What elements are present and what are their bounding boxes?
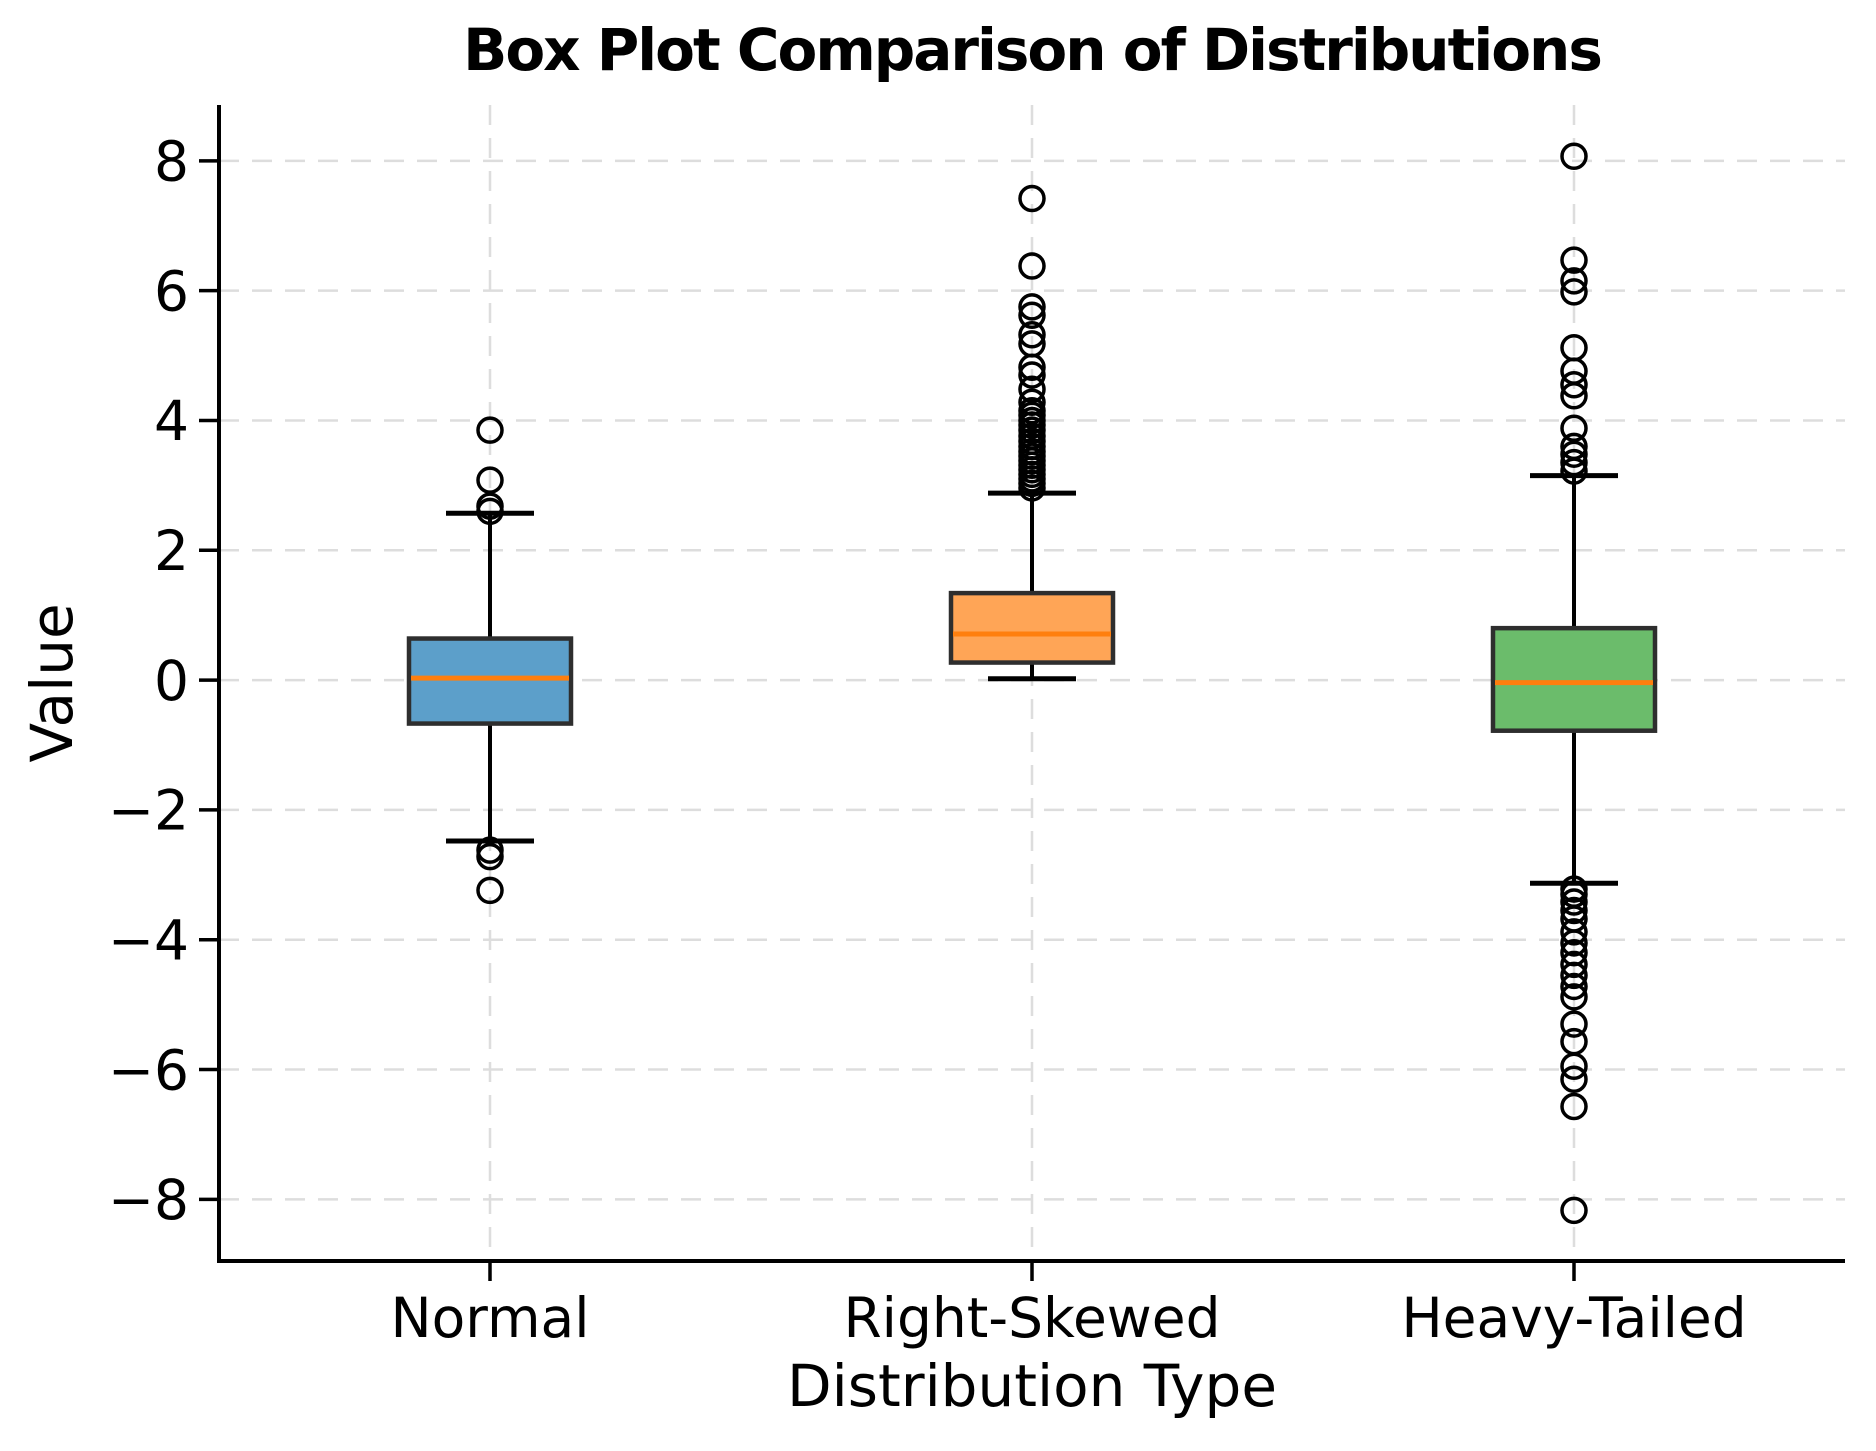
y-tick-label: −8 [108,1168,189,1232]
outlier-marker [476,876,504,905]
y-tick-label: 2 [154,519,189,583]
outlier-marker [1560,1092,1588,1121]
outlier-marker [1560,918,1588,946]
outlier-marker [1560,246,1588,274]
x-axis-label: Distribution Type [786,1352,1278,1420]
outlier-marker [1560,457,1588,485]
y-tick-label: −2 [108,779,189,843]
outlier-marker [1560,950,1588,979]
outlier-marker [1018,293,1046,321]
y-tick-label: 4 [154,389,189,453]
outlier-marker [1560,382,1588,410]
outlier-marker [1018,474,1046,502]
outlier-marker [1560,448,1588,477]
outlier-marker [476,466,504,494]
outlier-marker [1560,1196,1588,1225]
x-tick-label: Heavy-Tailed [1401,1286,1746,1350]
outlier-marker [1018,301,1046,330]
y-tick-label: 0 [154,649,189,713]
outlier-marker [1560,1052,1588,1081]
x-tick-label: Right-Skewed [843,1286,1220,1350]
y-tick-label: −4 [108,909,189,973]
outlier-marker [1018,353,1046,381]
outlier-marker [1018,321,1046,349]
outlier-marker [1018,361,1046,389]
outlier-marker [1560,1010,1588,1038]
outlier-marker [1560,278,1588,306]
outlier-marker [1560,267,1588,295]
outlier-marker [1560,414,1588,442]
box-normal [406,636,574,726]
y-tick-label: 6 [154,259,189,323]
outlier-marker [1560,1065,1588,1094]
outlier-marker [476,497,504,526]
outlier-marker [476,842,504,871]
outlier-marker [1560,440,1588,468]
box-heavy-tailed [1490,625,1658,733]
outlier-marker [1560,888,1588,916]
outlier-marker [1560,142,1588,171]
y-tick-label: −6 [108,1038,189,1102]
outlier-marker [1560,983,1588,1011]
x-tick-label: Normal [391,1286,590,1350]
outlier-marker [1560,972,1588,1001]
outlier-marker [1560,961,1588,990]
outlier-marker [1018,375,1046,404]
outlier-marker [1560,896,1588,925]
outlier-marker [1018,184,1046,213]
outlier-marker [1560,929,1588,957]
outlier-marker [1560,371,1588,399]
y-tick-label: 8 [154,130,189,194]
chart-title: Box Plot Comparison of Distributions [463,16,1603,84]
box-right-skewed [948,590,1116,665]
outlier-marker [476,416,504,444]
outlier-marker [1018,252,1046,280]
